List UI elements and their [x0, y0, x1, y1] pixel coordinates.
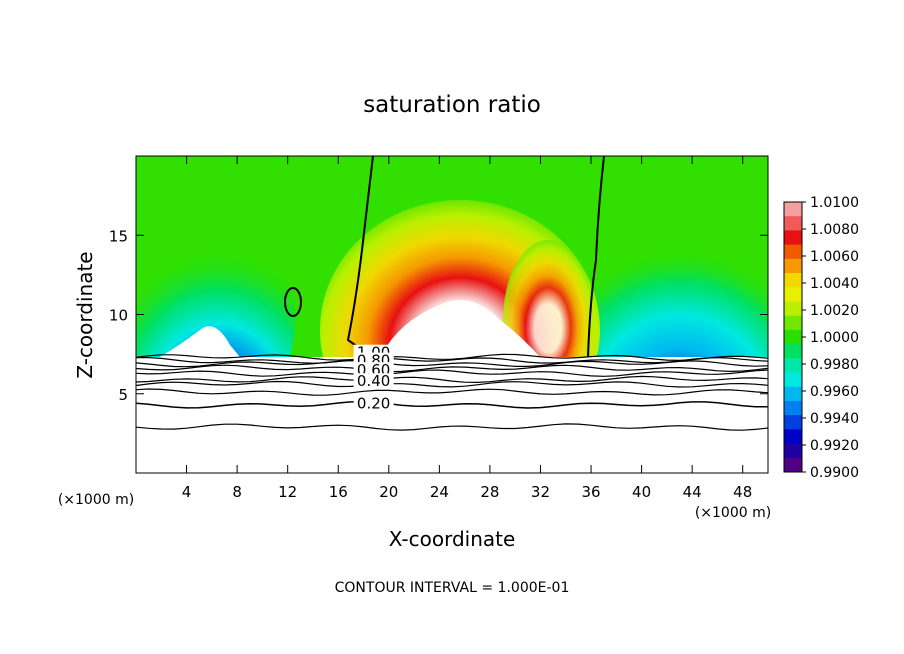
contour-1-00-left: [346, 156, 374, 357]
contour-line: [135, 375, 769, 384]
left-dry-region: [136, 200, 295, 357]
colorbar-swatch: [784, 244, 802, 260]
x-tick-label: 32: [531, 483, 550, 501]
colorbar-label: 1.0020: [810, 303, 859, 319]
contour-1-00-right: [587, 156, 605, 357]
y-axis-title: Z-coordinate: [73, 251, 97, 378]
contour-1-00-closed: [284, 287, 302, 317]
colorbar-label: 1.0080: [810, 222, 859, 238]
central-cloud: [380, 300, 540, 357]
colorbar-swatch: [784, 429, 802, 445]
contour-line: [135, 423, 769, 431]
left-cloud: [160, 326, 240, 357]
colorbar-swatch: [784, 457, 802, 473]
x-tick-label: 44: [683, 483, 702, 501]
contour-labels: 1.000.800.600.400.20: [353, 344, 394, 412]
x-tick-label: 28: [480, 483, 499, 501]
colorbar-swatch: [784, 329, 802, 345]
x-tick-label: 24: [430, 483, 449, 501]
x-tick-label: 4: [182, 483, 192, 501]
contour-label-bg: [353, 373, 394, 388]
colorbar-swatch: [784, 287, 802, 302]
supersaturated-lobe: [503, 240, 593, 357]
x-tick-label: 40: [632, 483, 651, 501]
colorbar-swatch: [784, 344, 802, 359]
y-tick-label: 15: [109, 227, 128, 245]
colorbar-label: 0.9940: [810, 411, 859, 427]
colorbar-swatch: [784, 315, 802, 331]
saturation-field: [136, 156, 768, 357]
x-unit-right: (×1000 m): [695, 505, 771, 521]
x-unit-left: (×1000 m): [58, 492, 134, 508]
colorbar-label: 1.0060: [810, 249, 859, 265]
contour-line: [135, 380, 769, 388]
contour-label: 0.40: [357, 372, 390, 390]
colorbar-swatch: [784, 372, 802, 388]
colorbar: 1.0100 1.0080 1.0060 1.0040 1.0020 1.0000 0.99…: [783, 195, 859, 481]
colorbar-label: 0.9960: [810, 384, 859, 400]
contour-label-bg: [353, 395, 394, 410]
colorbar-label: 0.9900: [810, 465, 859, 481]
colorbar-swatch: [784, 230, 802, 246]
contour-label: 0.20: [357, 394, 390, 412]
colorbar-swatch: [784, 415, 802, 430]
x-tick-label: 36: [581, 483, 600, 501]
y-tick-label: 10: [109, 307, 128, 325]
chart-title: saturation ratio: [363, 92, 541, 118]
colorbar-swatch: [784, 202, 802, 217]
colorbar-label: 1.0040: [810, 276, 859, 292]
contour-label-bg: [353, 362, 394, 377]
y-tick-label: 5: [118, 386, 128, 404]
contour-line: [135, 400, 768, 409]
colorbar-label: 0.9920: [810, 438, 859, 454]
colorbar-swatch: [784, 400, 802, 416]
colorbar-swatch: [784, 386, 802, 402]
colorbar-label: 0.9980: [810, 357, 859, 373]
colorbar-label: 1.0000: [810, 330, 859, 346]
right-dry-region: [570, 200, 768, 357]
x-tick-label: 20: [379, 483, 398, 501]
y-axis: 5 10 15: [109, 227, 768, 404]
contour-line: [135, 359, 769, 368]
x-axis-title: X-coordinate: [389, 527, 516, 551]
colorbar-label: 1.0100: [810, 195, 859, 211]
x-tick-label: 16: [329, 483, 348, 501]
x-axis: 4 8 12 16 20 24 28 32 36 40 44 48: [182, 156, 752, 501]
colorbar-swatch: [784, 443, 802, 459]
colorbar-swatch: [784, 358, 802, 374]
contour-line: [135, 369, 769, 377]
x-tick-label: 48: [733, 483, 752, 501]
contour-line: [135, 353, 769, 362]
contour-lines: [135, 353, 769, 431]
colorbar-swatch: [784, 258, 802, 274]
contour-interval-note: CONTOUR INTERVAL = 1.000E-01: [335, 580, 570, 596]
contour-line: [135, 388, 769, 396]
contour-line: [135, 364, 769, 373]
colorbar-swatch: [784, 301, 802, 317]
x-tick-label: 12: [278, 483, 297, 501]
colorbar-swatch: [784, 216, 802, 231]
x-tick-label: 8: [232, 483, 242, 501]
colorbar-swatch: [784, 273, 802, 288]
